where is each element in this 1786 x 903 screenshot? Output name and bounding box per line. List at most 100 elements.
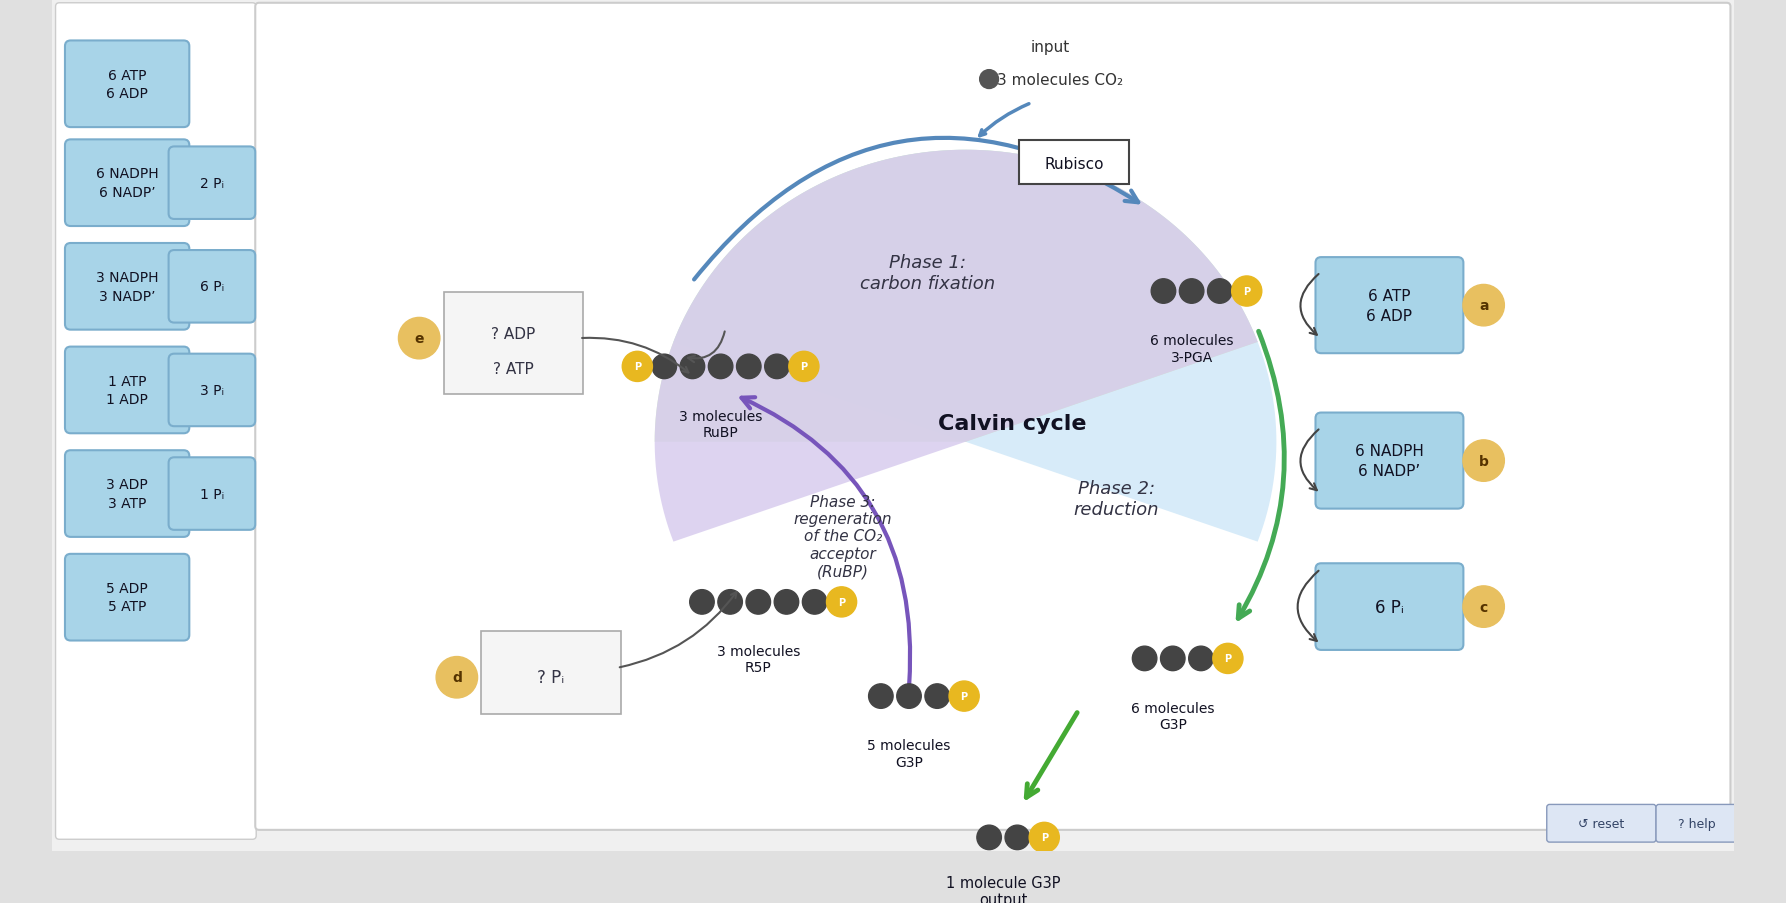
Circle shape bbox=[1463, 441, 1504, 482]
Text: P: P bbox=[838, 597, 845, 607]
FancyBboxPatch shape bbox=[64, 554, 189, 641]
Text: 3 molecules
R5P: 3 molecules R5P bbox=[716, 645, 800, 675]
Circle shape bbox=[747, 590, 770, 614]
FancyBboxPatch shape bbox=[1547, 805, 1656, 842]
Circle shape bbox=[789, 352, 820, 382]
Circle shape bbox=[736, 355, 761, 379]
Circle shape bbox=[1152, 279, 1175, 304]
FancyBboxPatch shape bbox=[64, 42, 189, 128]
Text: 3 Pᵢ: 3 Pᵢ bbox=[200, 384, 223, 397]
Text: 3 molecules
RuBP: 3 molecules RuBP bbox=[679, 409, 763, 440]
Text: P: P bbox=[800, 362, 807, 372]
Text: 6 Pᵢ: 6 Pᵢ bbox=[1375, 598, 1404, 616]
Text: d: d bbox=[452, 671, 463, 684]
FancyBboxPatch shape bbox=[55, 4, 255, 840]
Circle shape bbox=[764, 355, 789, 379]
FancyBboxPatch shape bbox=[1020, 141, 1129, 184]
Circle shape bbox=[868, 684, 893, 709]
Text: 3 NADPH
3 NADP’: 3 NADPH 3 NADP’ bbox=[96, 271, 159, 303]
Text: 6 NADPH
6 NADP’: 6 NADPH 6 NADP’ bbox=[96, 167, 159, 200]
Circle shape bbox=[981, 70, 998, 89]
Text: 6 ATP
6 ADP: 6 ATP 6 ADP bbox=[1366, 288, 1413, 323]
Text: ↺ reset: ↺ reset bbox=[1579, 817, 1625, 830]
Circle shape bbox=[709, 355, 732, 379]
FancyBboxPatch shape bbox=[443, 293, 582, 395]
Polygon shape bbox=[673, 151, 1277, 542]
Circle shape bbox=[925, 684, 950, 709]
Circle shape bbox=[1029, 823, 1059, 852]
Text: 5 ADP
5 ATP: 5 ADP 5 ATP bbox=[107, 582, 148, 614]
Circle shape bbox=[1207, 279, 1232, 304]
Text: ? Pᵢ: ? Pᵢ bbox=[538, 668, 564, 686]
FancyBboxPatch shape bbox=[50, 0, 1736, 852]
Circle shape bbox=[977, 825, 1002, 850]
Text: Rubisco: Rubisco bbox=[1045, 157, 1104, 172]
FancyArrowPatch shape bbox=[1298, 571, 1318, 641]
Polygon shape bbox=[655, 151, 1257, 442]
Circle shape bbox=[897, 684, 922, 709]
Text: Phase 2:
reduction: Phase 2: reduction bbox=[1073, 479, 1159, 518]
Text: Calvin cycle: Calvin cycle bbox=[938, 414, 1088, 433]
Circle shape bbox=[1161, 647, 1186, 671]
Circle shape bbox=[622, 352, 652, 382]
Circle shape bbox=[436, 656, 477, 698]
Circle shape bbox=[1232, 276, 1261, 307]
Circle shape bbox=[948, 681, 979, 712]
Text: ? help: ? help bbox=[1677, 817, 1715, 830]
Text: input: input bbox=[1031, 40, 1070, 54]
Circle shape bbox=[1132, 647, 1157, 671]
Text: 1 Pᵢ: 1 Pᵢ bbox=[200, 487, 223, 501]
Circle shape bbox=[652, 355, 677, 379]
FancyBboxPatch shape bbox=[168, 458, 255, 530]
FancyBboxPatch shape bbox=[168, 251, 255, 323]
Circle shape bbox=[1006, 825, 1029, 850]
FancyArrowPatch shape bbox=[1027, 712, 1077, 797]
FancyBboxPatch shape bbox=[168, 147, 255, 219]
FancyArrowPatch shape bbox=[688, 332, 725, 363]
Text: 2 Pᵢ: 2 Pᵢ bbox=[200, 176, 223, 191]
FancyBboxPatch shape bbox=[64, 348, 189, 433]
FancyArrowPatch shape bbox=[1238, 332, 1284, 619]
Text: ? ATP: ? ATP bbox=[493, 361, 534, 377]
Circle shape bbox=[718, 590, 743, 614]
FancyBboxPatch shape bbox=[168, 354, 255, 427]
Circle shape bbox=[680, 355, 705, 379]
Text: 5 molecules
G3P: 5 molecules G3P bbox=[868, 739, 950, 768]
Text: 1 molecule G3P
output: 1 molecule G3P output bbox=[947, 875, 1061, 903]
Polygon shape bbox=[655, 151, 1257, 542]
Text: a: a bbox=[1479, 299, 1488, 312]
Circle shape bbox=[1463, 285, 1504, 327]
Text: Phase 3:
regeneration
of the CO₂
acceptor
(RuBP): Phase 3: regeneration of the CO₂ accepto… bbox=[793, 494, 893, 579]
FancyBboxPatch shape bbox=[255, 4, 1731, 830]
Text: 6 NADPH
6 NADP’: 6 NADPH 6 NADP’ bbox=[1356, 443, 1423, 479]
FancyBboxPatch shape bbox=[64, 244, 189, 330]
Text: 6 molecules
G3P: 6 molecules G3P bbox=[1131, 701, 1214, 731]
Circle shape bbox=[1213, 644, 1243, 674]
Text: 3 molecules CO₂: 3 molecules CO₂ bbox=[997, 72, 1123, 88]
FancyBboxPatch shape bbox=[64, 140, 189, 227]
Circle shape bbox=[1179, 279, 1204, 304]
Circle shape bbox=[398, 318, 439, 359]
Text: Phase 1:
carbon fixation: Phase 1: carbon fixation bbox=[861, 254, 995, 293]
FancyArrowPatch shape bbox=[741, 398, 911, 684]
Circle shape bbox=[1463, 586, 1504, 628]
Text: c: c bbox=[1479, 600, 1488, 614]
Text: P: P bbox=[1243, 287, 1250, 297]
Text: ? ADP: ? ADP bbox=[491, 327, 536, 341]
Circle shape bbox=[773, 590, 798, 614]
FancyBboxPatch shape bbox=[1316, 258, 1463, 354]
Text: 6 Pᵢ: 6 Pᵢ bbox=[200, 280, 223, 294]
Text: 3 ADP
3 ATP: 3 ADP 3 ATP bbox=[107, 478, 148, 510]
FancyArrowPatch shape bbox=[1300, 430, 1318, 490]
Text: P: P bbox=[1041, 833, 1048, 842]
Text: P: P bbox=[634, 362, 641, 372]
Circle shape bbox=[827, 587, 857, 618]
Circle shape bbox=[689, 590, 714, 614]
Text: 1 ATP
1 ADP: 1 ATP 1 ADP bbox=[105, 375, 148, 406]
Text: b: b bbox=[1479, 454, 1488, 468]
FancyBboxPatch shape bbox=[1656, 805, 1738, 842]
Text: P: P bbox=[961, 692, 968, 702]
FancyBboxPatch shape bbox=[64, 451, 189, 537]
Text: 6 molecules
3-PGA: 6 molecules 3-PGA bbox=[1150, 334, 1234, 364]
Text: e: e bbox=[414, 331, 423, 346]
